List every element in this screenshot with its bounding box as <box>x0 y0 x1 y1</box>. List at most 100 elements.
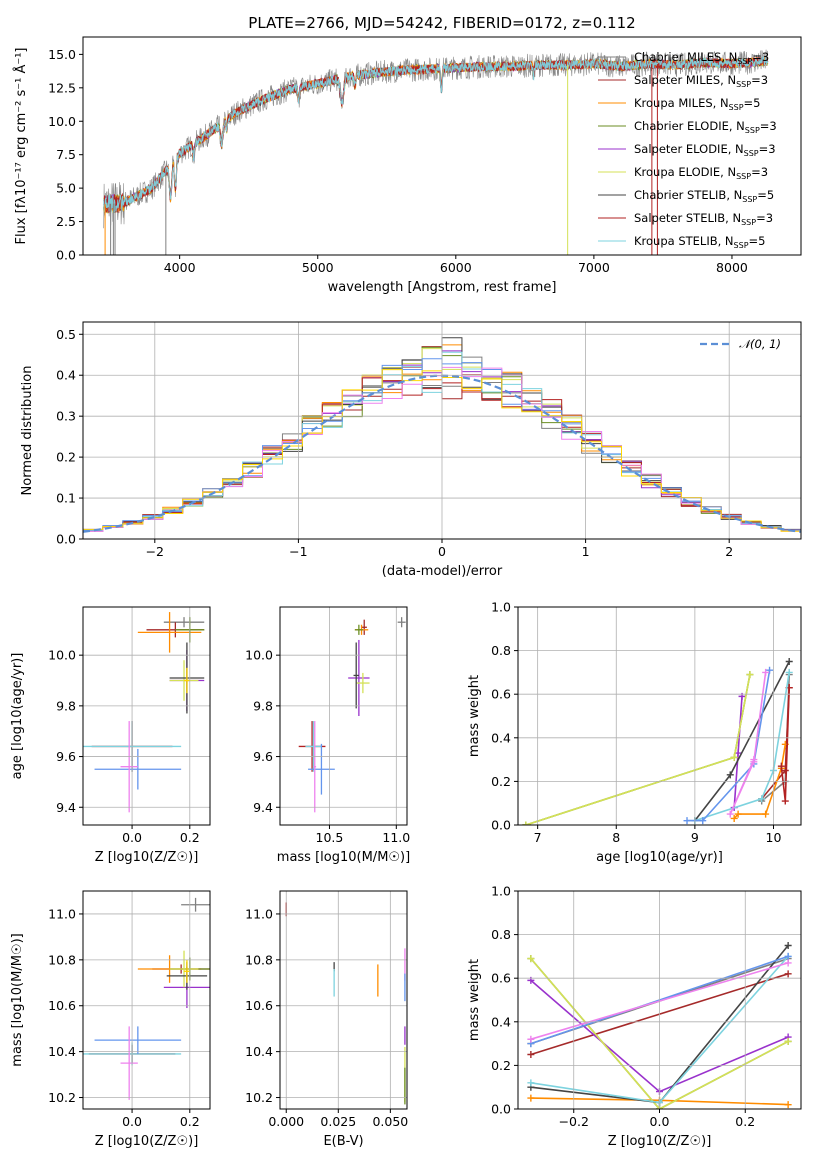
data-point <box>94 748 182 790</box>
y-tick-label: 0.0 <box>491 1102 511 1117</box>
x-tick-label: 4000 <box>164 260 196 275</box>
data-point <box>397 617 406 628</box>
mass-weight-marker <box>527 1035 535 1043</box>
plot-area-age-vs-mass <box>298 617 406 813</box>
x-tick-label: −1 <box>289 544 307 559</box>
axes-frame <box>82 606 211 826</box>
data-point <box>184 959 190 983</box>
mass-weight-marker <box>781 767 789 774</box>
mass-weight-marker <box>758 795 766 803</box>
y-tick-label: 10.8 <box>245 952 273 967</box>
y-tick-label: 12.5 <box>48 80 76 95</box>
mass-weight-marker <box>699 817 707 825</box>
mass-weight-marker <box>785 658 793 665</box>
y-tick-label: 10.4 <box>245 1044 273 1059</box>
mass-weight-marker <box>730 814 738 822</box>
mass-weight-marker <box>527 1051 535 1058</box>
data-point <box>169 950 199 988</box>
x-tick-label: 0.050 <box>372 1114 408 1129</box>
x-tick-label: 1 <box>582 544 590 559</box>
x-axis-label: E(B-V) <box>323 1134 363 1149</box>
data-point <box>137 612 202 653</box>
y-tick-label: 1.0 <box>491 600 511 615</box>
mass-weight-marker <box>781 797 789 805</box>
mass-weight-marker <box>785 668 793 676</box>
chart-residuals: −2 −1 0 1 2 0.0 0.1 0.2 0.3 0.4 0.5 (data-model)/er… <box>20 321 802 579</box>
legend-entry: Kroupa ELODIE, NSSP=3 <box>634 165 768 181</box>
y-tick-label: 10.8 <box>48 952 76 967</box>
mass-weight-marker <box>784 1037 792 1045</box>
mass-weight-marker <box>784 959 792 967</box>
plot-area-spectrum <box>103 49 769 255</box>
chart-mw-vs-Z: −0.2 0.0 0.2 0.0 0.2 0.4 0.6 0.8 1.0 Z [log10(Z/Z… <box>467 884 802 1149</box>
y-tick-label: 0.1 <box>56 491 76 506</box>
chart-mw-vs-age: 7 8 9 10 0.0 0.2 0.4 0.6 0.8 1.0 age [log10(age/yr… <box>467 600 802 865</box>
y-axis-label: Flux [fλ10⁻¹⁷ erg cm⁻² s⁻¹ Å⁻¹] <box>13 48 29 245</box>
axes-frame <box>517 890 802 1110</box>
mass-weight-series <box>694 661 790 822</box>
mass-weight-marker <box>683 817 691 825</box>
chart-mass-vs-EBV: 0.000 0.025 0.050 10.2 10.4 10.6 10.8 11.0 E(B-V… <box>245 890 408 1149</box>
x-tick-label: 0.000 <box>268 1114 304 1129</box>
x-tick-label: 7 <box>534 830 542 845</box>
y-tick-label: 0.5 <box>56 327 76 342</box>
x-tick-label: 7000 <box>578 260 610 275</box>
spectrum-series-line <box>103 56 769 213</box>
axes-frame <box>279 890 408 1110</box>
chart-mass-vs-Z: 0.0 0.2 10.2 10.4 10.6 10.8 11.0 Z [log10(Z/Z☉)… <box>10 890 211 1149</box>
y-tick-label: 0.3 <box>56 409 76 424</box>
data-point <box>181 897 210 912</box>
legend-entry: Chabrier MILES, NSSP=3 <box>634 50 769 66</box>
data-point <box>356 672 370 694</box>
data-point <box>313 721 317 813</box>
axes-frame <box>517 606 802 826</box>
y-tick-label: 15.0 <box>48 47 76 62</box>
mass-weight-series <box>525 674 751 825</box>
axes-frame <box>82 890 211 1110</box>
x-tick-label: 0.0 <box>650 1114 670 1129</box>
y-tick-label: 0.6 <box>491 687 511 702</box>
y-tick-label: 10.0 <box>48 114 76 129</box>
x-tick-label: 9 <box>691 830 699 845</box>
plot-area-mass-vs-Z <box>83 897 210 1100</box>
mass-weight-marker <box>726 810 734 818</box>
y-tick-label: 0.4 <box>491 730 511 745</box>
y-tick-label: 0.0 <box>56 532 76 547</box>
plot-area-mass-vs-EBV <box>285 902 406 1105</box>
y-tick-label: 9.8 <box>56 698 76 713</box>
x-axis-label: mass [log10(M/M☉)] <box>277 850 410 865</box>
x-tick-label: 0.2 <box>735 1114 755 1129</box>
x-tick-label: 0.0 <box>122 830 142 845</box>
data-point <box>120 721 138 813</box>
y-tick-label: 9.6 <box>253 749 273 764</box>
y-tick-label: 0.2 <box>491 1058 511 1073</box>
x-tick-label: −2 <box>146 544 164 559</box>
x-tick-label: 0 <box>438 544 446 559</box>
y-tick-label: 10.0 <box>245 648 273 663</box>
y-tick-label: 0.8 <box>491 643 511 658</box>
data-point <box>361 619 367 635</box>
chart-spectrum: 4000 5000 6000 7000 8000 0.0 2.5 5.0 7.5 10.0 12.5… <box>13 14 802 295</box>
mass-weight-marker <box>726 771 734 779</box>
x-axis-label: Z [log10(Z/Z☉)] <box>95 1134 199 1149</box>
x-tick-label: 10 <box>766 830 782 845</box>
x-axis-label: Z [log10(Z/Z☉)] <box>95 850 199 865</box>
mass-weight-marker <box>766 666 774 674</box>
y-tick-label: 10.6 <box>245 998 273 1013</box>
y-tick-label: 0.0 <box>491 818 511 833</box>
mass-weight-marker <box>784 952 792 960</box>
mass-weight-marker <box>527 1079 535 1087</box>
y-tick-label: 0.2 <box>56 450 76 465</box>
mass-weight-series <box>687 670 771 822</box>
data-point <box>305 721 322 772</box>
legend-entry: Chabrier ELODIE, NSSP=3 <box>634 119 777 135</box>
mass-weight-series <box>525 674 751 825</box>
x-axis-label: (data-model)/error <box>382 564 503 579</box>
legend-entry: Salpeter ELODIE, NSSP=3 <box>634 142 776 158</box>
y-tick-label: 10.6 <box>48 998 76 1013</box>
x-tick-label: 0.025 <box>320 1114 356 1129</box>
y-tick-label: 9.8 <box>253 698 273 713</box>
axes-frame <box>82 36 802 256</box>
y-tick-label: 0.0 <box>56 248 76 263</box>
